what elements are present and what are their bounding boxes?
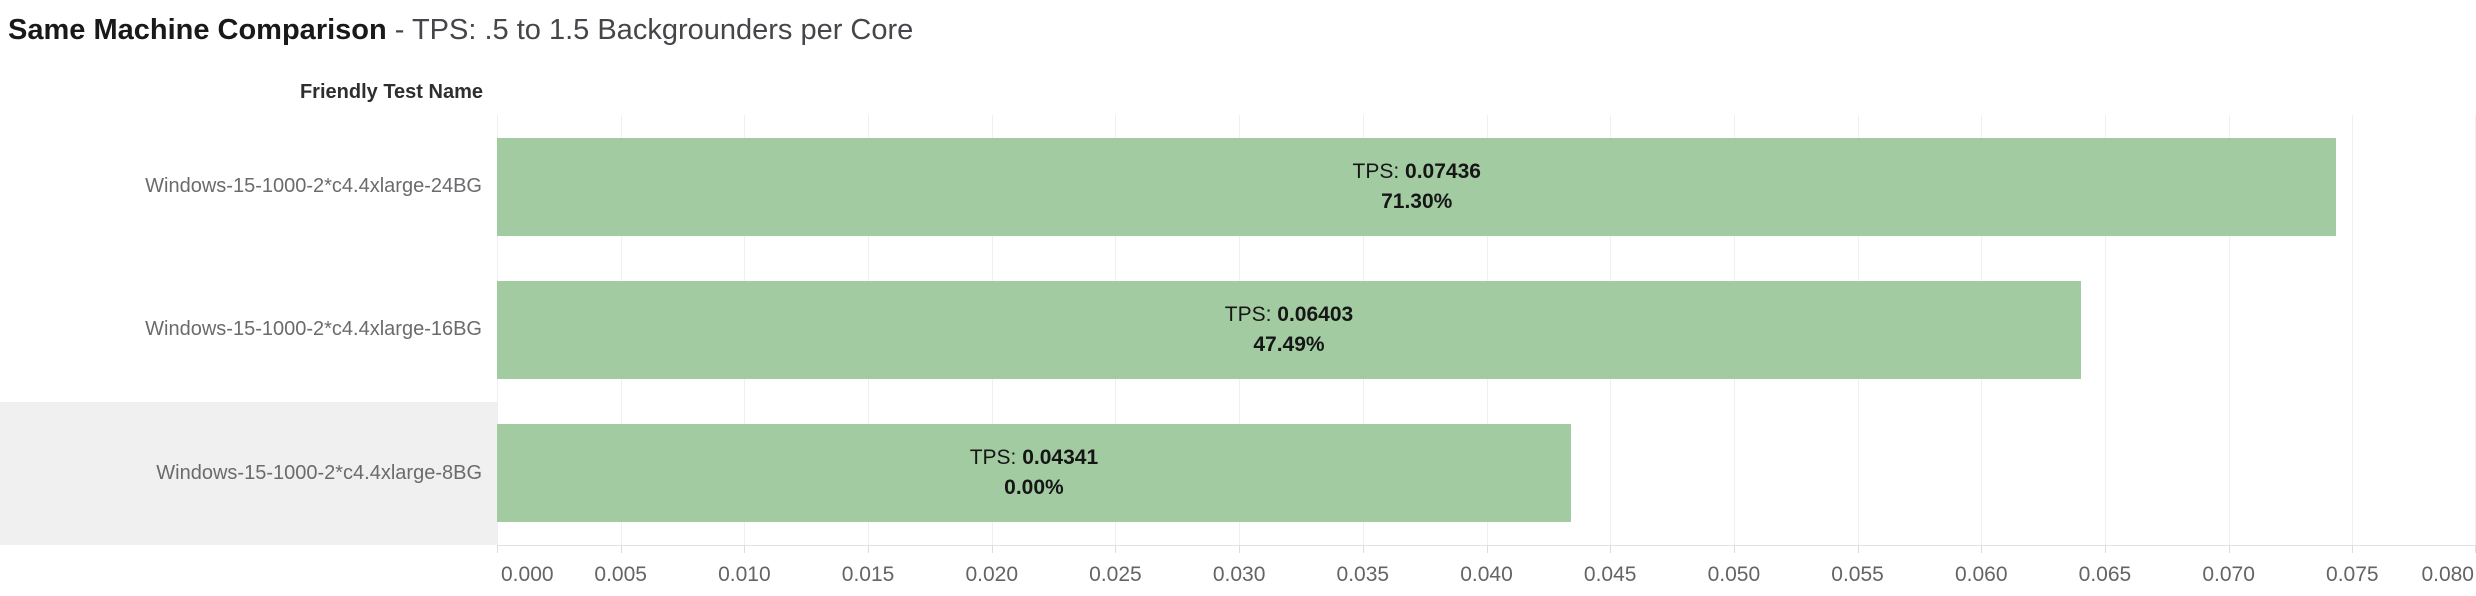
x-axis-tick bbox=[2104, 546, 2106, 553]
bar-row: TPS: 0.06403 47.49% bbox=[497, 258, 2476, 401]
x-axis-tick-label: 0.035 bbox=[1336, 563, 1390, 586]
chart-title: Same Machine Comparison - TPS: .5 to 1.5… bbox=[8, 13, 913, 47]
x-axis-tick-label: 0.070 bbox=[2202, 563, 2255, 586]
x-axis-tick-label: 0.065 bbox=[2078, 563, 2132, 586]
row-label-16bg[interactable]: Windows-15-1000-2*c4.4xlarge-16BG bbox=[145, 318, 482, 341]
x-axis-tick-label: 0.010 bbox=[718, 563, 771, 586]
bar-annotation-8bg: TPS: 0.04341 0.00% bbox=[970, 443, 1098, 503]
x-axis-tick-label: 0.025 bbox=[1089, 563, 1142, 586]
x-axis-tick bbox=[2352, 546, 2354, 553]
x-axis-tick bbox=[1610, 546, 1612, 553]
x-axis-tick-label: 0.055 bbox=[1831, 563, 1884, 586]
column-header-friendly-test-name: Friendly Test Name bbox=[299, 81, 483, 103]
bar-annotation-24bg: TPS: 0.07436 71.30% bbox=[1353, 157, 1481, 217]
bar-annotation-16bg: TPS: 0.06403 47.49% bbox=[1225, 300, 1353, 360]
x-axis-tick-label: 0.030 bbox=[1212, 563, 1266, 586]
tps-value: 0.07436 bbox=[1405, 159, 1481, 183]
tps-value: 0.06403 bbox=[1277, 302, 1354, 326]
percent-value: 47.49% bbox=[1253, 332, 1325, 356]
x-axis-tick-label: 0.005 bbox=[594, 563, 647, 586]
x-axis-tick-label: 0.000 bbox=[501, 563, 554, 586]
x-axis-tick-label: 0.020 bbox=[965, 563, 1019, 586]
x-axis-tick bbox=[1362, 546, 1364, 553]
x-axis-tick-label: 0.060 bbox=[1954, 563, 2008, 586]
tps-line: TPS: 0.07436 bbox=[1353, 157, 1481, 187]
x-axis-tick bbox=[1486, 546, 1488, 553]
x-axis-tick-label: 0.075 bbox=[2326, 563, 2379, 586]
x-axis-tick-label: 0.080 bbox=[2421, 563, 2474, 586]
bar-24bg[interactable] bbox=[497, 137, 2337, 236]
row-label-8bg[interactable]: Windows-15-1000-2*c4.4xlarge-8BG bbox=[0, 401, 497, 545]
x-axis-tick bbox=[1115, 546, 1117, 553]
x-axis-tick bbox=[868, 546, 870, 553]
bar-row: TPS: 0.07436 71.30% bbox=[497, 115, 2476, 258]
gridline bbox=[2352, 115, 2354, 545]
x-axis-tick bbox=[1981, 546, 1983, 553]
gridline bbox=[2104, 115, 2106, 545]
bar-row: TPS: 0.04341 0.00% bbox=[497, 402, 2476, 545]
x-axis-tick-label: 0.015 bbox=[841, 563, 895, 586]
tps-line: TPS: 0.06403 bbox=[1225, 300, 1353, 330]
bar-16bg[interactable] bbox=[497, 280, 2081, 379]
x-axis-tick bbox=[497, 546, 498, 553]
x-axis-tick bbox=[1857, 546, 1859, 553]
bar-8bg[interactable] bbox=[497, 424, 1571, 523]
chart-title-primary: Same Machine Comparison bbox=[8, 14, 387, 46]
tps-prefix-label: TPS: bbox=[1224, 302, 1272, 326]
tps-prefix-label: TPS: bbox=[969, 446, 1017, 470]
x-axis-tick-label: 0.040 bbox=[1460, 563, 1513, 586]
x-axis-tick bbox=[2228, 546, 2230, 553]
x-axis-tick bbox=[991, 546, 993, 553]
x-axis-tick bbox=[620, 546, 622, 553]
tps-line: TPS: 0.04341 bbox=[970, 443, 1098, 473]
percent-value: 71.30% bbox=[1381, 189, 1453, 213]
x-axis-tick bbox=[1733, 546, 1735, 553]
x-axis-tick-label: 0.050 bbox=[1707, 563, 1761, 586]
tps-prefix-label: TPS: bbox=[1352, 159, 1400, 183]
x-axis: 0.000 0.005 0.010 0.015 0.020 0.025 0.030 0.035… bbox=[497, 546, 2476, 596]
x-axis-tick-label: 0.045 bbox=[1583, 563, 1637, 586]
x-axis-tick bbox=[1239, 546, 1241, 553]
row-label-24bg[interactable]: Windows-15-1000-2*c4.4xlarge-24BG bbox=[145, 175, 482, 198]
percent-value: 0.00% bbox=[1004, 476, 1064, 500]
x-axis-tick bbox=[744, 546, 746, 553]
tps-value: 0.04341 bbox=[1022, 446, 1099, 470]
chart-title-secondary: - TPS: .5 to 1.5 Backgrounders per Core bbox=[394, 14, 914, 46]
gridline bbox=[2228, 115, 2230, 545]
